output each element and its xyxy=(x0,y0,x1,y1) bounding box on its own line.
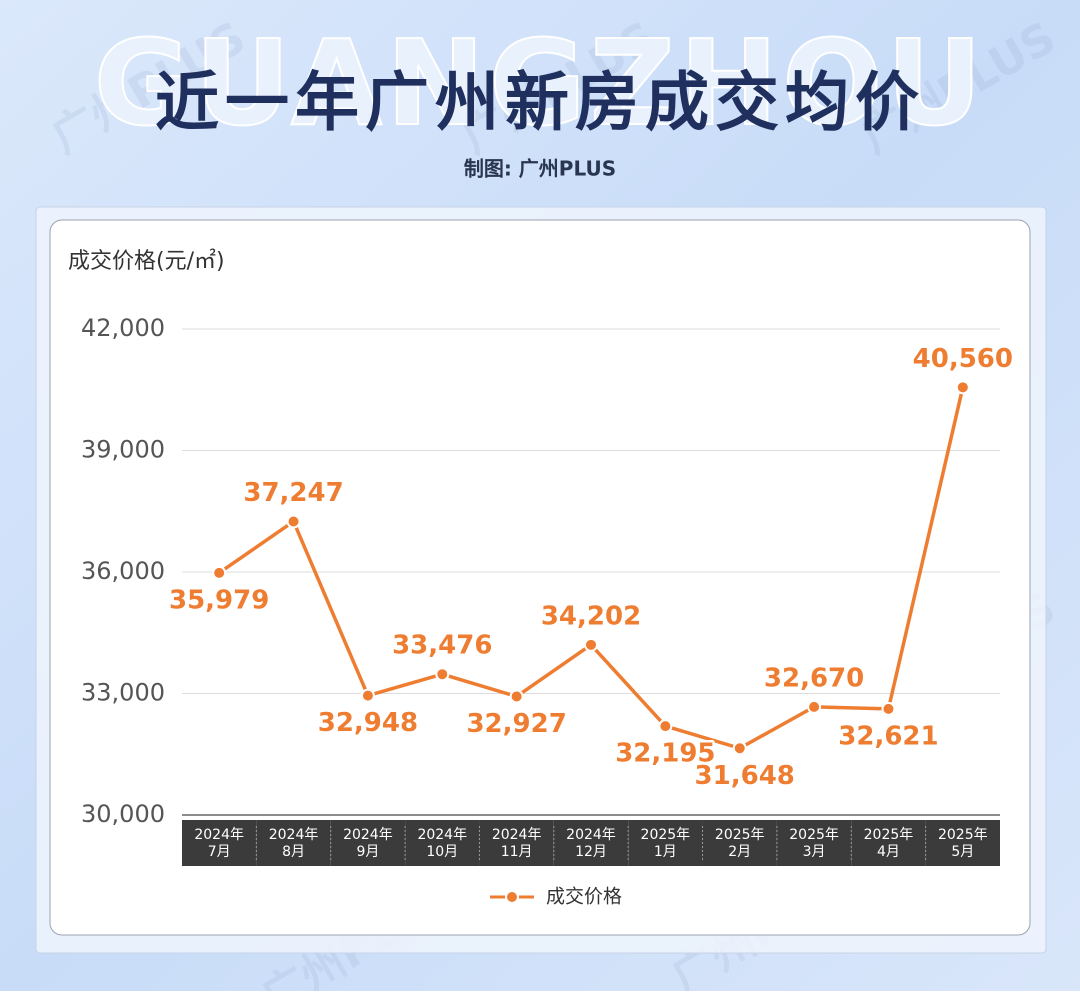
data-label: 32,195 xyxy=(615,739,715,769)
x-tick-label: 2025年 xyxy=(789,827,839,843)
chart-title: 近一年广州新房成交均价 xyxy=(155,66,925,141)
x-tick-label: 2024年 xyxy=(269,827,319,843)
x-tick-label: 11月 xyxy=(501,844,533,860)
x-tick-label: 1月 xyxy=(654,844,677,860)
x-tick-label: 12月 xyxy=(575,844,607,860)
y-tick-label: 33,000 xyxy=(81,679,165,707)
category-cell xyxy=(182,820,257,866)
legend-label: 成交价格 xyxy=(546,886,622,908)
data-point xyxy=(509,689,524,704)
data-point xyxy=(881,701,896,716)
x-tick-label: 2025年 xyxy=(864,827,914,843)
category-cell xyxy=(330,820,406,866)
data-point xyxy=(584,637,598,652)
x-tick-label: 10月 xyxy=(426,844,458,860)
x-tick-label: 2024年 xyxy=(492,827,542,843)
x-tick-label: 3月 xyxy=(803,844,826,860)
data-point xyxy=(435,667,450,682)
data-label: 34,202 xyxy=(541,601,641,631)
category-cell xyxy=(479,820,554,866)
data-label: 32,670 xyxy=(764,663,864,693)
x-tick-label: 2024年 xyxy=(417,827,467,843)
data-label: 32,621 xyxy=(838,721,938,751)
category-cell xyxy=(776,820,852,866)
data-point xyxy=(955,380,970,395)
data-label: 37,247 xyxy=(243,478,343,508)
x-tick-label: 8月 xyxy=(282,844,305,860)
category-cell xyxy=(628,820,703,866)
data-label: 32,927 xyxy=(466,709,566,739)
data-point xyxy=(212,565,227,580)
x-tick-label: 7月 xyxy=(208,844,231,860)
x-tick-label: 2025年 xyxy=(938,827,988,843)
data-point xyxy=(286,514,301,529)
y-tick-label: 36,000 xyxy=(81,557,165,585)
category-cell xyxy=(405,820,480,866)
category-cell xyxy=(702,820,777,866)
data-point xyxy=(807,699,822,714)
x-tick-label: 2024年 xyxy=(566,827,616,843)
chart-subtitle: 制图: 广州PLUS xyxy=(464,157,616,181)
category-cell xyxy=(851,820,926,866)
y-tick-label: 30,000 xyxy=(81,800,165,828)
x-tick-label: 2025年 xyxy=(715,827,765,843)
y-axis-label: 成交价格(元/㎡) xyxy=(68,248,225,274)
data-label: 35,979 xyxy=(169,585,269,615)
data-label: 31,648 xyxy=(695,761,795,791)
x-tick-label: 2024年 xyxy=(194,827,244,843)
y-tick-label: 39,000 xyxy=(81,436,165,464)
category-cell xyxy=(553,820,629,866)
legend-marker xyxy=(505,890,519,904)
data-label: 40,560 xyxy=(913,344,1013,374)
x-tick-label: 2025年 xyxy=(641,827,691,843)
x-tick-label: 2024年 xyxy=(343,827,393,843)
category-cell xyxy=(256,820,331,866)
x-tick-label: 9月 xyxy=(356,844,379,860)
data-point xyxy=(732,741,747,756)
x-tick-label: 5月 xyxy=(951,844,974,860)
data-label: 33,476 xyxy=(392,631,492,661)
x-tick-label: 2月 xyxy=(728,844,751,860)
background-text: GUANGZHOU xyxy=(94,14,986,152)
data-label: 32,948 xyxy=(318,708,418,738)
data-point xyxy=(658,719,673,734)
category-cell xyxy=(925,820,1000,866)
x-tick-label: 4月 xyxy=(877,844,900,860)
data-point xyxy=(360,688,375,703)
card xyxy=(49,219,1031,936)
y-tick-label: 42,000 xyxy=(81,314,165,342)
